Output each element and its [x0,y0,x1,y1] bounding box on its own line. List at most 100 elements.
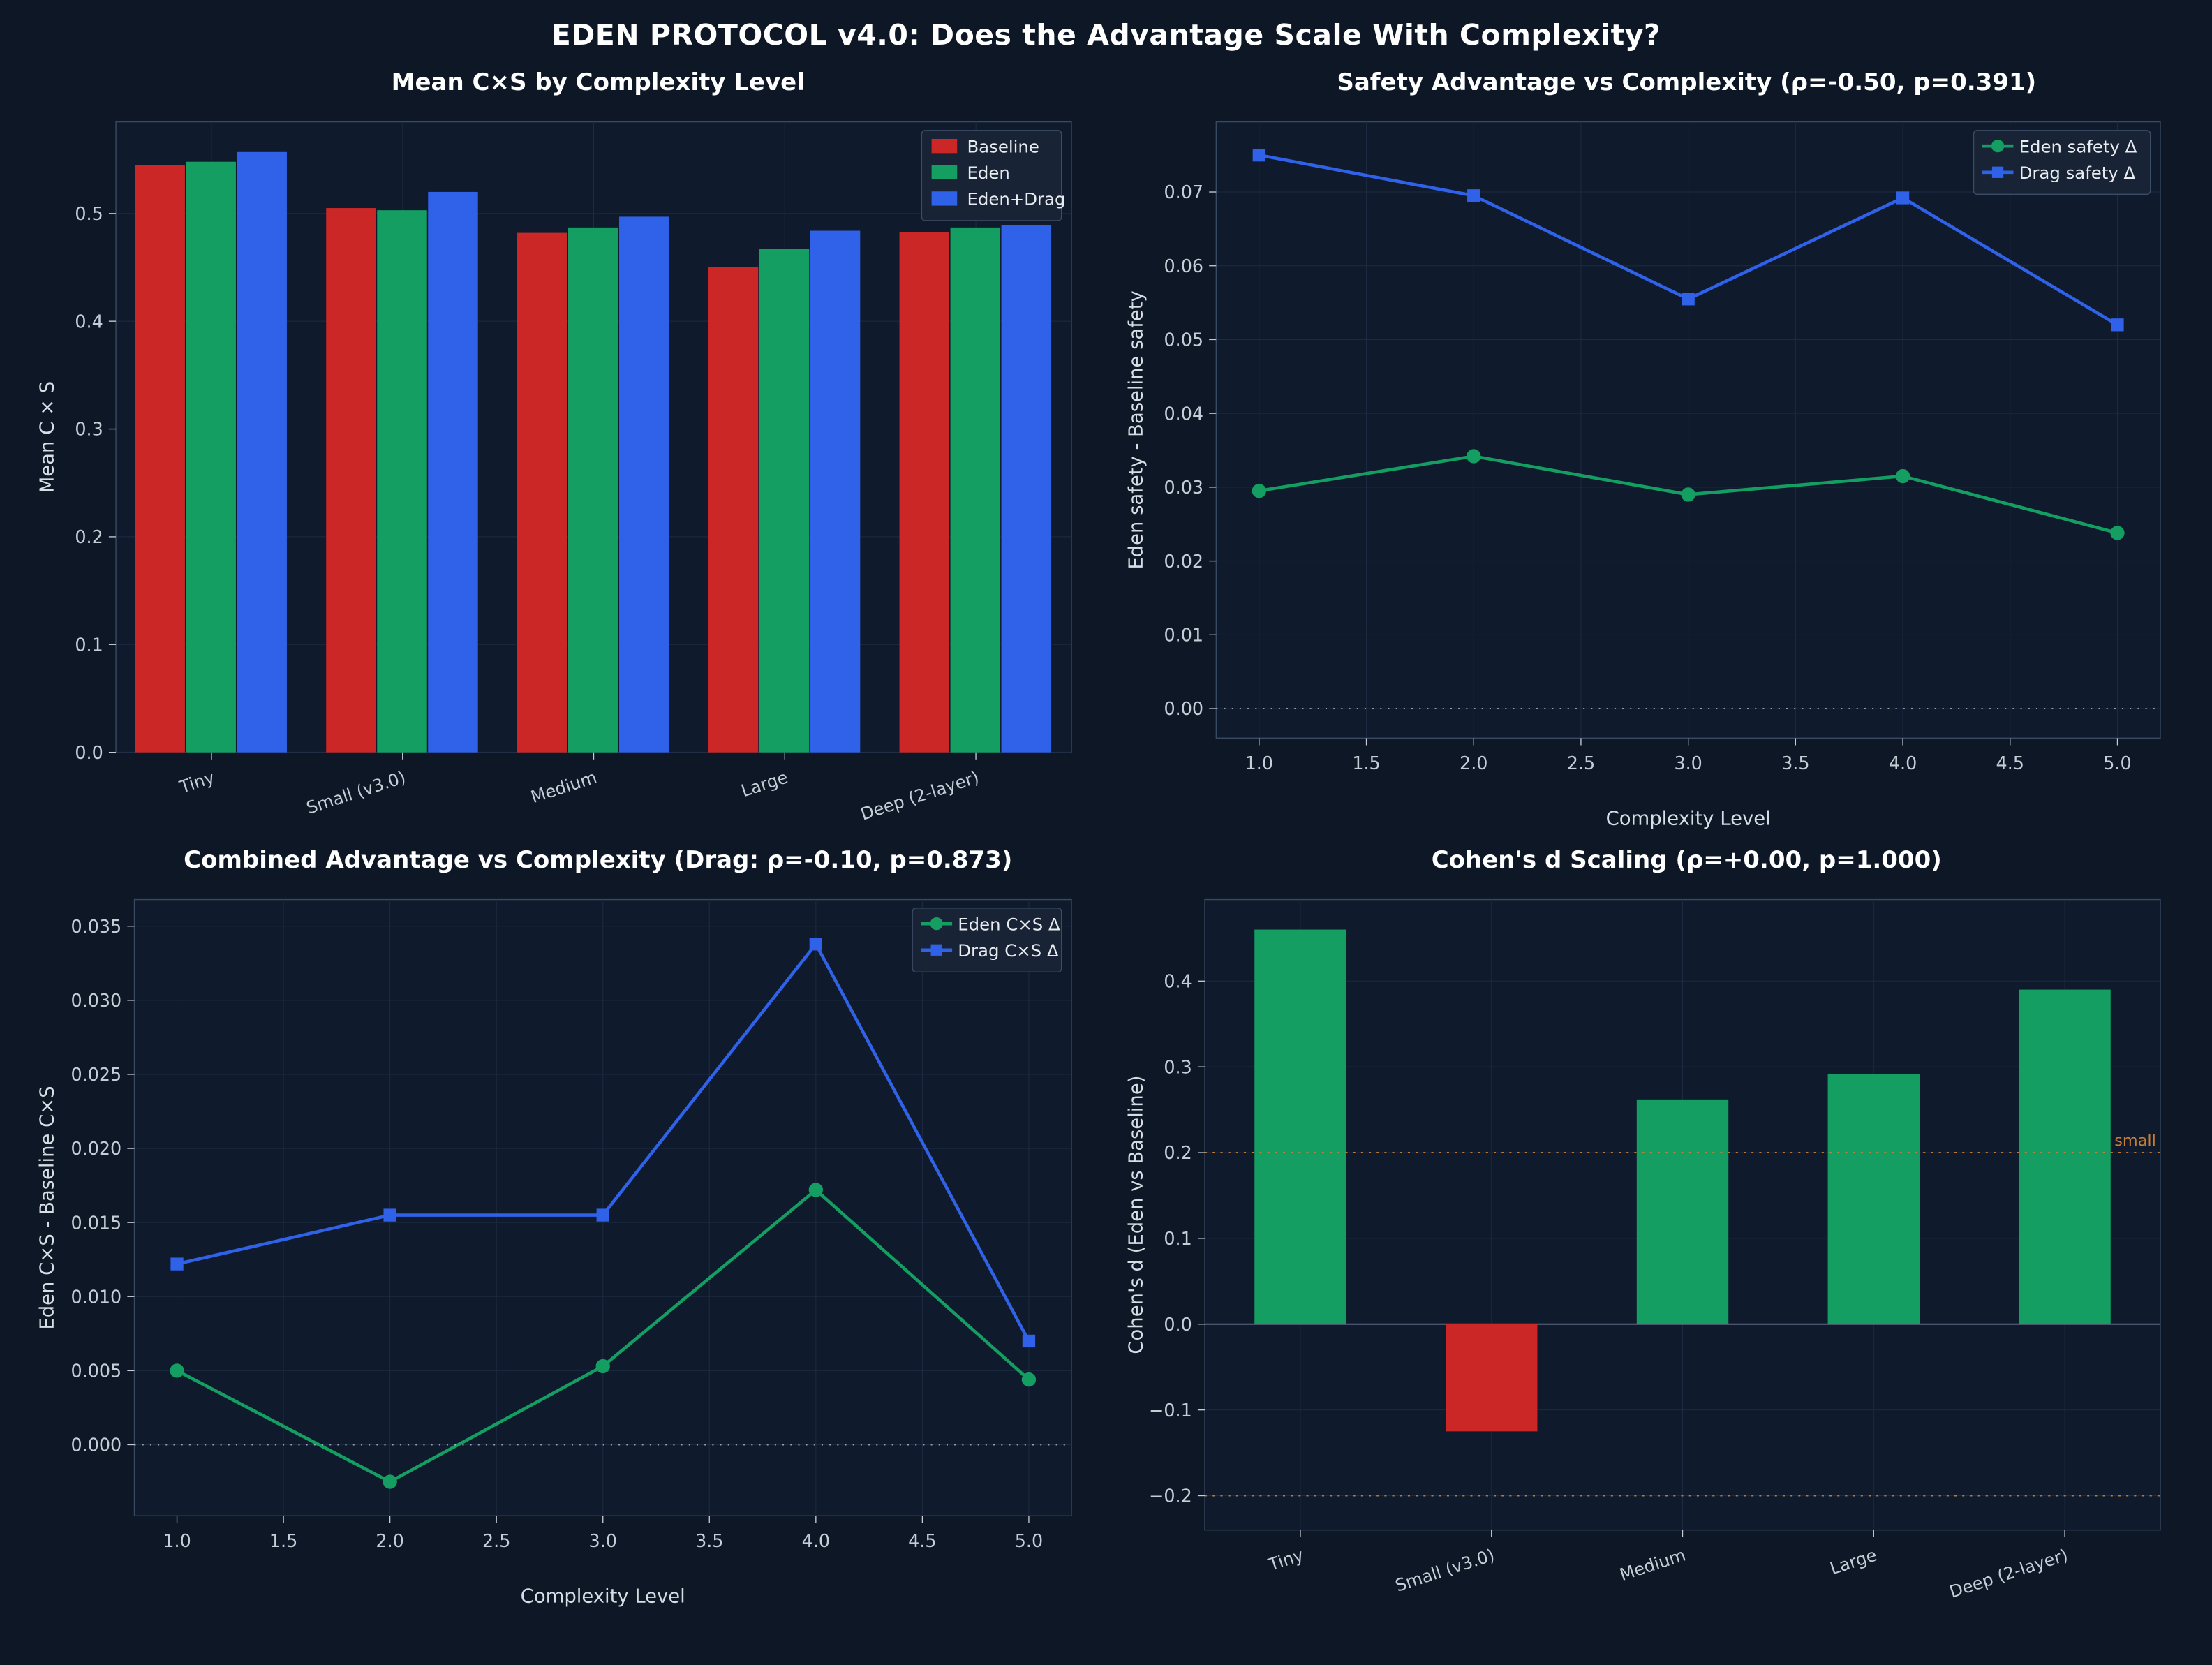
bar [1636,1099,1728,1324]
svg-text:0.04: 0.04 [1164,403,1203,424]
legend: Eden C×S Δ Drag C×S Δ [912,907,1062,972]
marker [1021,1372,1037,1386]
bar [708,267,759,753]
svg-text:0.015: 0.015 [70,1212,121,1233]
x-axis: 1.0 1.5 2.0 2.5 3.0 3.5 4.0 4.5 5.0 [163,899,1043,1551]
bar [568,227,618,753]
svg-text:0.1: 0.1 [75,634,103,655]
svg-text:Small (v3.0): Small (v3.0) [304,767,408,818]
svg-text:Eden+Drag: Eden+Drag [967,189,1065,209]
svg-text:Large: Large [738,767,790,801]
y-axis-label: Cohen's d (Eden vs Baseline) [1125,1075,1147,1354]
svg-text:Drag C×S Δ: Drag C×S Δ [958,940,1059,961]
marker [809,937,822,951]
svg-text:1.0: 1.0 [1245,753,1272,774]
svg-text:Large: Large [1827,1544,1879,1578]
chart-title-safety-advantage: Safety Advantage vs Complexity (ρ=-0.50,… [1337,68,2037,96]
y-axis-label: Eden C×S - Baseline C×S [37,1086,59,1329]
svg-text:2.5: 2.5 [482,1530,510,1551]
grouped-bar-chart-mean-cxs: 0.0 0.1 0.2 0.3 0.4 0.5 Tiny Small (v3.0) Medium… [37,121,1072,824]
marker [170,1363,184,1378]
svg-text:Deep (2-layer): Deep (2-layer) [1947,1544,2070,1601]
svg-text:0.05: 0.05 [1164,330,1203,350]
svg-text:0.1: 0.1 [1164,1228,1192,1249]
legend: Eden safety Δ Drag safety Δ [1973,130,2151,195]
svg-text:0.4: 0.4 [75,311,103,332]
y-axis-label: Mean C × S [37,381,59,494]
svg-text:Eden safety Δ: Eden safety Δ [2019,136,2137,156]
svg-text:Medium: Medium [528,767,600,808]
chart-title-cohens-d: Cohen's d Scaling (ρ=+0.00, p=1.000) [1431,845,1942,874]
svg-text:0.035: 0.035 [70,916,121,937]
marker [2110,318,2124,332]
svg-text:0.07: 0.07 [1164,182,1203,202]
bar [619,216,669,753]
bar [2018,989,2111,1324]
bar [237,151,287,753]
svg-text:3.0: 3.0 [589,1530,617,1551]
bar [1254,929,1346,1324]
svg-text:2.0: 2.0 [376,1530,403,1551]
svg-text:5.0: 5.0 [2103,753,2131,774]
svg-text:−0.1: −0.1 [1149,1399,1192,1420]
bar [377,210,427,753]
svg-text:Tiny: Tiny [177,767,217,798]
svg-text:3.5: 3.5 [695,1530,723,1551]
marker [1467,189,1480,202]
svg-text:0.00: 0.00 [1164,698,1203,719]
svg-text:Small (v3.0): Small (v3.0) [1393,1544,1497,1595]
marker [383,1208,396,1222]
svg-text:0.3: 0.3 [75,419,103,440]
svg-text:2.0: 2.0 [1460,753,1487,774]
marker [1681,293,1695,306]
marker [383,1474,397,1489]
y-axis-label: Eden safety - Baseline safety [1125,290,1147,569]
bar [517,232,567,753]
x-axis: 1.0 1.5 2.0 2.5 3.0 3.5 4.0 4.5 5.0 [1245,121,2131,774]
bar [1445,1324,1537,1432]
marker [1680,487,1695,502]
marker [1896,191,1909,205]
svg-text:1.0: 1.0 [163,1530,191,1551]
svg-text:5.0: 5.0 [1015,1530,1043,1551]
threshold-label: small [2114,1132,2156,1150]
series [170,937,1037,1489]
svg-text:Tiny: Tiny [1265,1544,1305,1575]
svg-text:Medium: Medium [1617,1544,1688,1585]
chart-title-mean-cxs: Mean C×S by Complexity Level [391,68,805,96]
svg-text:Deep (2-layer): Deep (2-layer) [858,767,981,824]
svg-text:1.5: 1.5 [269,1530,297,1551]
legend: Baseline Eden Eden+Drag [921,130,1065,221]
svg-text:Eden: Eden [967,163,1009,183]
svg-text:Drag safety Δ: Drag safety Δ [2019,163,2135,183]
bar [428,191,478,753]
bar [950,227,1001,753]
bar-chart-cohens-d: −0.2 −0.1 0.0 0.1 0.2 0.3 0.4 Tiny Small (v3.0) M… [1125,898,2161,1601]
marker [596,1208,609,1222]
chart-grid: Mean C×S by Complexity Level 0.0 0.1 0.2 0.… [29,59,2183,1613]
x-axis-label: Complexity Level [521,1585,685,1607]
series [1252,148,2125,540]
bar [186,161,236,753]
chart-title-combined-advantage: Combined Advantage vs Complexity (Drag: … [184,845,1013,874]
marker [1022,1334,1036,1347]
bar [759,249,810,753]
marker [808,1182,824,1197]
marker [2109,526,2125,540]
panel-safety-advantage: Safety Advantage vs Complexity (ρ=-0.50,… [1118,59,2183,836]
marker [1252,484,1266,498]
svg-text:0.4: 0.4 [1164,970,1192,991]
svg-text:3.5: 3.5 [1781,753,1809,774]
panel-mean-cxs: Mean C×S by Complexity Level 0.0 0.1 0.2 0.… [29,59,1094,836]
svg-text:0.5: 0.5 [75,203,103,224]
y-axis: 0.000 0.005 0.010 0.015 0.020 0.025 0.030 0.035 [70,916,1071,1455]
bar [810,230,861,753]
marker [170,1257,184,1271]
line-chart-combined-advantage: 0.000 0.005 0.010 0.015 0.020 0.025 0.030 0.035… [37,898,1072,1607]
svg-text:4.5: 4.5 [1996,753,2024,774]
svg-text:1.5: 1.5 [1352,753,1380,774]
svg-text:0.000: 0.000 [70,1434,121,1455]
svg-text:4.5: 4.5 [908,1530,936,1551]
x-axis-label: Complexity Level [1605,808,1770,829]
